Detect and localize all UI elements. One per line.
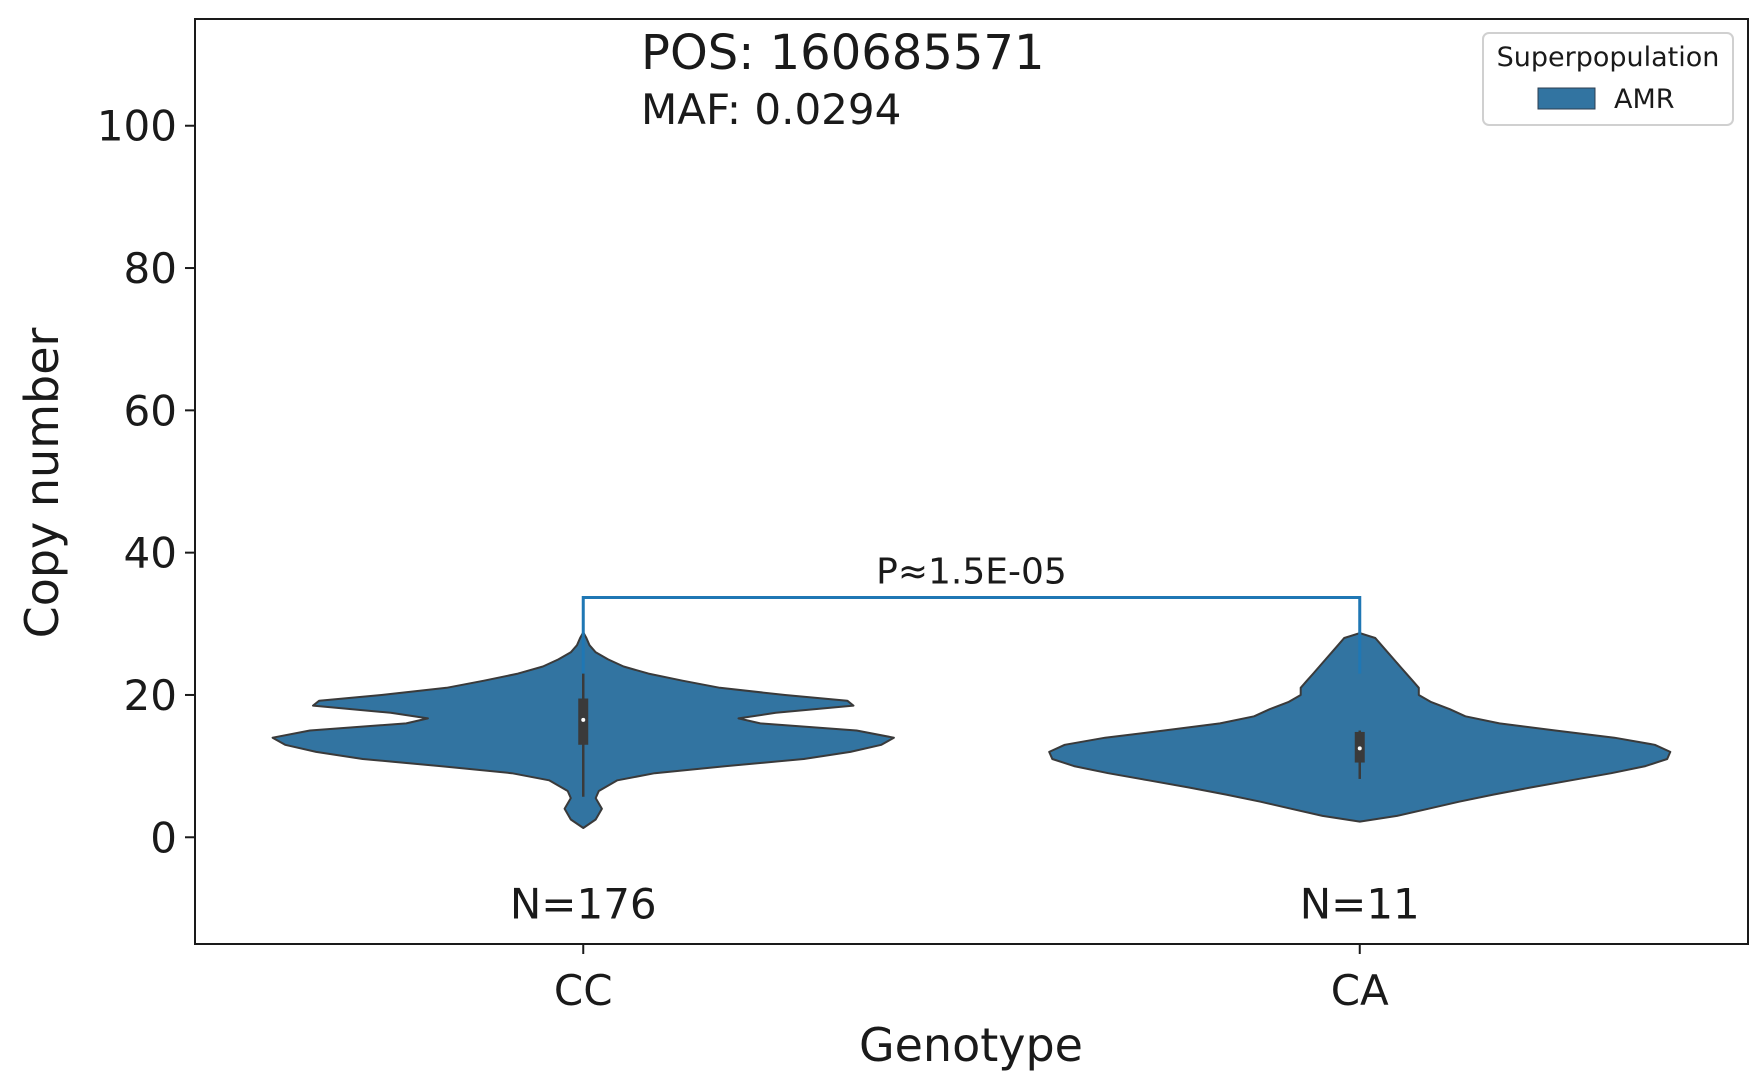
y-axis: 0 20 40 60 80 100 <box>97 102 195 862</box>
median-dot-cc <box>581 717 586 722</box>
n-label-ca: N=11 <box>1300 879 1420 928</box>
significance-line <box>581 595 1362 674</box>
y-axis-title: Copy number <box>15 327 69 638</box>
y-tick-label: 40 <box>124 529 177 578</box>
plot-frame <box>194 18 1749 945</box>
median-dot-ca <box>1357 746 1362 751</box>
x-tick-label-ca: CA <box>1331 966 1389 1015</box>
y-tick-label: 100 <box>97 102 177 151</box>
violin-layer: N=176 N=11 <box>271 631 1672 928</box>
legend: Superpopulation AMR <box>1482 32 1734 126</box>
n-label-cc: N=176 <box>510 879 657 928</box>
significance-bracket: P≈1.5E-05 <box>581 551 1362 674</box>
legend-label-amr: AMR <box>1614 84 1675 115</box>
y-tick-label: 60 <box>124 386 177 435</box>
x-axis-title: Genotype <box>859 1018 1083 1072</box>
y-tick-label: 80 <box>124 244 177 293</box>
position-annotation: POS: 160685571 <box>641 25 1044 81</box>
maf-annotation: MAF: 0.0294 <box>641 85 901 134</box>
x-tick-label-cc: CC <box>554 966 613 1015</box>
legend-title: Superpopulation <box>1497 42 1720 73</box>
p-value-label: P≈1.5E-05 <box>876 551 1067 592</box>
legend-swatch-amr <box>1537 87 1596 110</box>
y-tick-label: 20 <box>124 671 177 720</box>
y-tick-label: 0 <box>150 813 177 862</box>
x-axis: CC CA <box>554 944 1389 1015</box>
